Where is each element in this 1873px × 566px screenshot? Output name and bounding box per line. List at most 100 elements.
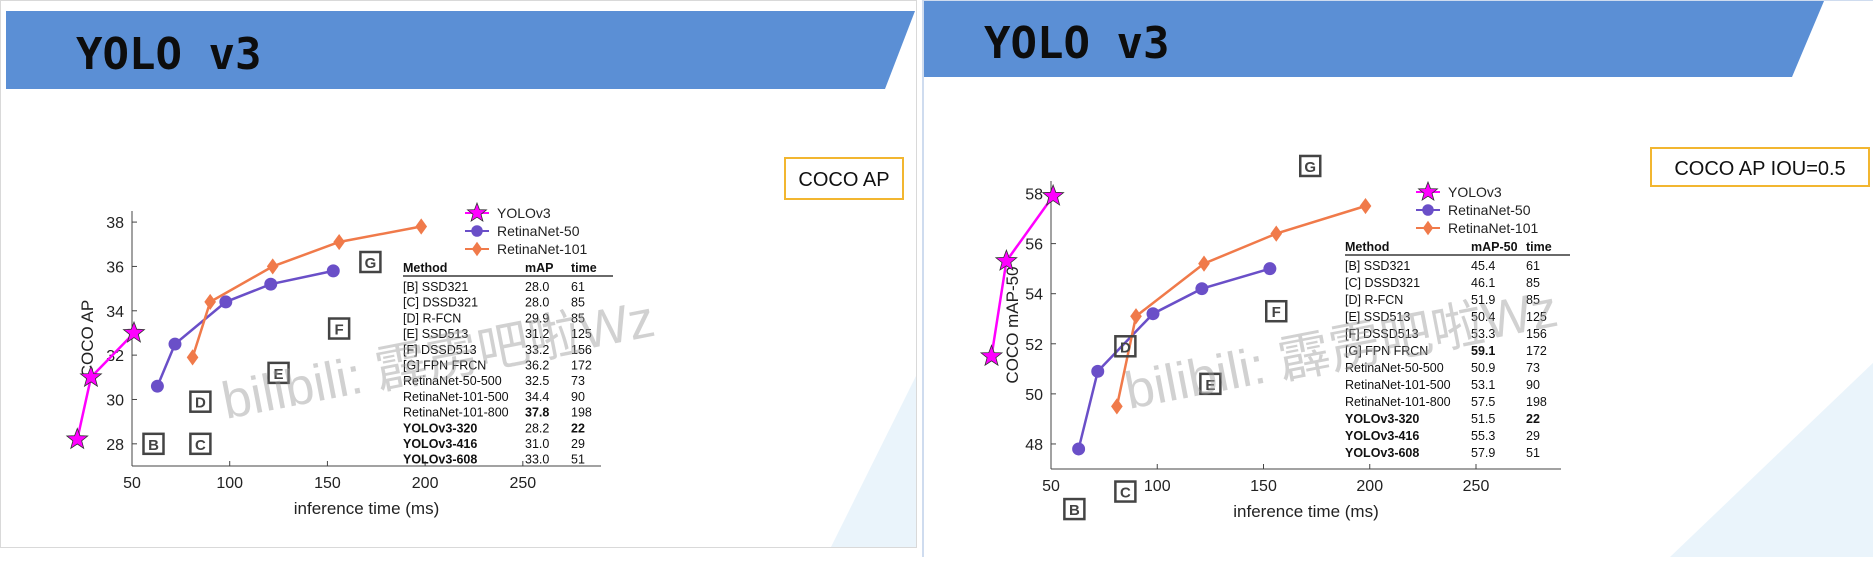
annotation-label: G xyxy=(365,255,377,272)
table-cell: 55.3 xyxy=(1471,429,1495,443)
table-cell: RetinaNet-101-500 xyxy=(403,390,509,404)
table-cell: 45.4 xyxy=(1471,259,1495,273)
legend-label: YOLOv3 xyxy=(497,205,551,221)
table-cell: 28.0 xyxy=(525,280,549,294)
y-tick-label: 48 xyxy=(1025,437,1043,454)
annotation-label: C xyxy=(195,437,206,454)
annotation-box xyxy=(1114,335,1137,358)
annotation-label: F xyxy=(335,322,344,339)
table-cell: 36.2 xyxy=(525,359,549,373)
data-point xyxy=(1270,225,1283,242)
y-tick-label: 56 xyxy=(1025,237,1043,254)
data-point xyxy=(1146,307,1160,321)
data-point xyxy=(204,293,216,311)
table-cell: 51 xyxy=(571,453,585,467)
legend-label: RetinaNet-50 xyxy=(1448,202,1531,218)
legend-marker xyxy=(1422,204,1434,216)
table-header: Method xyxy=(403,261,447,275)
slide-title: YOLO v3 xyxy=(984,18,1169,69)
annotation-box xyxy=(1063,497,1086,521)
y-tick-label: 52 xyxy=(1025,337,1043,354)
y-tick-label: 34 xyxy=(106,304,124,321)
table-cell: YOLOv3-608 xyxy=(1345,446,1419,460)
table-cell: 31.2 xyxy=(525,327,549,341)
x-tick-label: 100 xyxy=(1144,478,1171,495)
table-cell: 61 xyxy=(571,280,585,294)
annotation-label: B xyxy=(1069,502,1080,519)
table-cell: 90 xyxy=(1526,378,1540,392)
annotation-box xyxy=(327,317,351,340)
table-cell: RetinaNet-101-800 xyxy=(403,406,509,420)
table-cell: 33.0 xyxy=(525,453,549,467)
annotation-label: G xyxy=(1304,159,1316,176)
y-axis-label: COCO AP xyxy=(78,300,97,377)
table-cell: 85 xyxy=(571,311,585,325)
annotation-label: B xyxy=(148,437,159,454)
legend-marker xyxy=(471,225,483,237)
table-cell: 33.2 xyxy=(525,343,549,357)
table-cell: 85 xyxy=(571,296,585,310)
data-point xyxy=(1359,197,1372,215)
table-cell: 22 xyxy=(1526,412,1540,426)
annotation-box xyxy=(189,432,212,456)
note-box xyxy=(1650,147,1870,187)
annotation-box xyxy=(1265,299,1288,323)
legend-marker xyxy=(466,201,488,223)
legend-marker xyxy=(1422,220,1434,236)
table-cell: 125 xyxy=(571,327,592,341)
table-header: time xyxy=(571,261,597,275)
slide-right: YOLO v3 COCO AP IOU=0.5 50 100 150 200 250 48… xyxy=(922,0,1873,557)
annotation-box xyxy=(1199,372,1222,396)
series-line xyxy=(191,225,422,358)
x-tick-label: 50 xyxy=(1042,478,1060,495)
annotation-label: E xyxy=(274,366,284,383)
table-cell: [G] FPN FRCN xyxy=(403,359,486,373)
chart-left: 50 100 150 200 250 28 30 32 34 36 38 inference time… xyxy=(65,201,613,518)
table-cell: 156 xyxy=(1526,327,1547,341)
table-cell: [E] SSD513 xyxy=(1345,310,1410,324)
table-cell: [F] DSSD513 xyxy=(403,343,477,357)
table-cell: 156 xyxy=(571,343,592,357)
legend-marker xyxy=(1417,180,1439,202)
table-cell: [C] DSSD321 xyxy=(1345,276,1420,290)
table-cell: 53.1 xyxy=(1471,378,1495,392)
table-cell: [F] DSSD513 xyxy=(1345,327,1419,341)
data-point xyxy=(979,344,1004,367)
data-point xyxy=(415,218,428,235)
legend-label: RetinaNet-101 xyxy=(1448,220,1538,236)
table-cell: [B] SSD321 xyxy=(403,280,468,294)
table-cell: 50.9 xyxy=(1471,361,1495,375)
table-header: mAP-50 xyxy=(1471,240,1518,254)
table-cell: 172 xyxy=(571,359,592,373)
table-cell: 125 xyxy=(1526,310,1547,324)
annotation-box xyxy=(189,390,212,413)
slide-title: YOLO v3 xyxy=(76,29,261,80)
table-cell: YOLOv3-608 xyxy=(403,453,477,467)
legend-label: YOLOv3 xyxy=(1448,184,1502,200)
data-point xyxy=(1263,262,1277,276)
table-cell: RetinaNet-50-500 xyxy=(403,374,502,388)
y-tick-label: 30 xyxy=(106,392,124,409)
decor-triangle xyxy=(1670,362,1873,557)
slide-left: YOLO v3 COCO AP 50 100 150 200 250 28 30 32 34 36… xyxy=(0,0,917,548)
y-tick-label: 28 xyxy=(106,437,124,454)
table-cell: YOLOv3-320 xyxy=(1345,412,1419,426)
table-cell: 32.5 xyxy=(525,374,549,388)
annotation-box xyxy=(1114,480,1137,503)
table-cell: 29.9 xyxy=(525,311,549,325)
annotation-label: D xyxy=(195,395,206,412)
legend-label: RetinaNet-50 xyxy=(497,223,580,239)
decor-triangle xyxy=(831,376,916,547)
annotation-label: D xyxy=(1120,339,1131,356)
data-point xyxy=(79,365,103,388)
data-point xyxy=(326,264,340,278)
y-tick-label: 58 xyxy=(1025,187,1043,204)
table-cell: RetinaNet-101-500 xyxy=(1345,378,1451,392)
table-cell: 29 xyxy=(1526,429,1540,443)
table-cell: 22 xyxy=(571,421,585,435)
annotation-box xyxy=(142,432,165,456)
table-cell: 51.5 xyxy=(1471,412,1495,426)
annotation-label: E xyxy=(1205,377,1215,394)
table-cell: 51.9 xyxy=(1471,293,1495,307)
x-tick-label: 150 xyxy=(314,475,341,492)
